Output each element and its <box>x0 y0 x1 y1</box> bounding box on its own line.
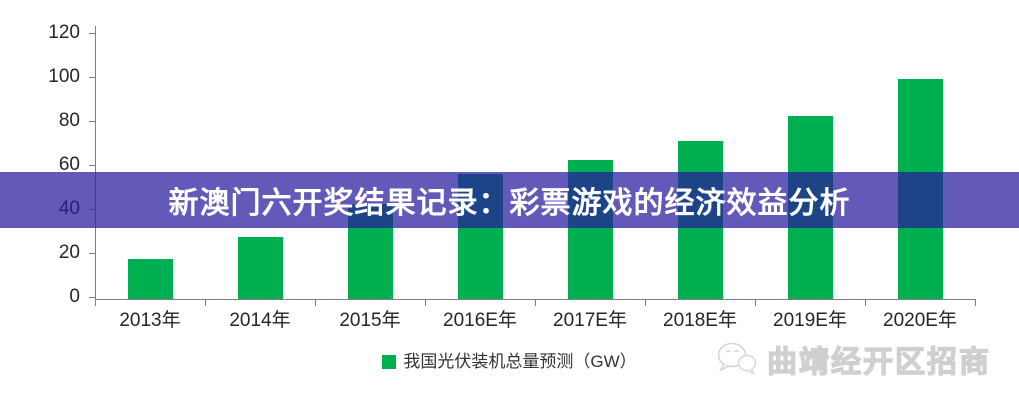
y-axis-tick <box>89 253 96 254</box>
legend-swatch <box>382 355 397 369</box>
x-axis-tick <box>205 299 206 306</box>
x-axis-tick <box>755 299 756 306</box>
x-axis-label: 2014年 <box>229 310 291 331</box>
watermark: 曲靖经开区招商 <box>714 336 991 382</box>
bar-2013年 <box>127 259 173 299</box>
x-axis-label: 2013年 <box>119 310 181 331</box>
x-axis-tick <box>865 299 866 306</box>
x-axis-label: 2016E年 <box>443 310 517 331</box>
x-axis-label: 2017E年 <box>553 310 627 331</box>
y-axis-tick <box>89 77 96 78</box>
x-axis-tick <box>315 299 316 306</box>
y-axis-label: 60 <box>58 154 80 175</box>
bar-2014年 <box>237 237 283 299</box>
y-axis-tick <box>89 121 96 122</box>
headline-banner: 新澳门六开奖结果记录：彩票游戏的经济效益分析 <box>0 172 1019 228</box>
legend-label: 我国光伏装机总量预测（GW） <box>403 352 637 371</box>
x-axis-tick <box>645 299 646 306</box>
x-axis-tick <box>95 299 96 306</box>
x-axis-label: 2019E年 <box>773 310 847 331</box>
y-axis-tick <box>89 297 96 298</box>
y-axis-label: 120 <box>48 22 80 43</box>
x-axis-label: 2018E年 <box>663 310 737 331</box>
chart-legend: 我国光伏装机总量预测（GW） <box>0 351 1019 373</box>
y-axis-label: 100 <box>48 66 80 87</box>
y-axis-tick <box>89 33 96 34</box>
x-axis-tick <box>975 299 976 306</box>
y-axis-label: 20 <box>58 242 80 263</box>
watermark-text: 曲靖经开区招商 <box>766 345 991 379</box>
y-axis-tick <box>89 165 96 166</box>
x-axis-label: 2015年 <box>339 310 401 331</box>
x-axis-tick <box>535 299 536 306</box>
y-axis <box>95 26 96 300</box>
wechat-icon <box>714 339 758 379</box>
y-axis-label: 80 <box>58 110 80 131</box>
x-axis-tick <box>425 299 426 306</box>
banner-title: 新澳门六开奖结果记录：彩票游戏的经济效益分析 <box>168 187 851 220</box>
x-axis-label: 2020E年 <box>883 310 957 331</box>
y-axis-label: 0 <box>69 286 80 307</box>
